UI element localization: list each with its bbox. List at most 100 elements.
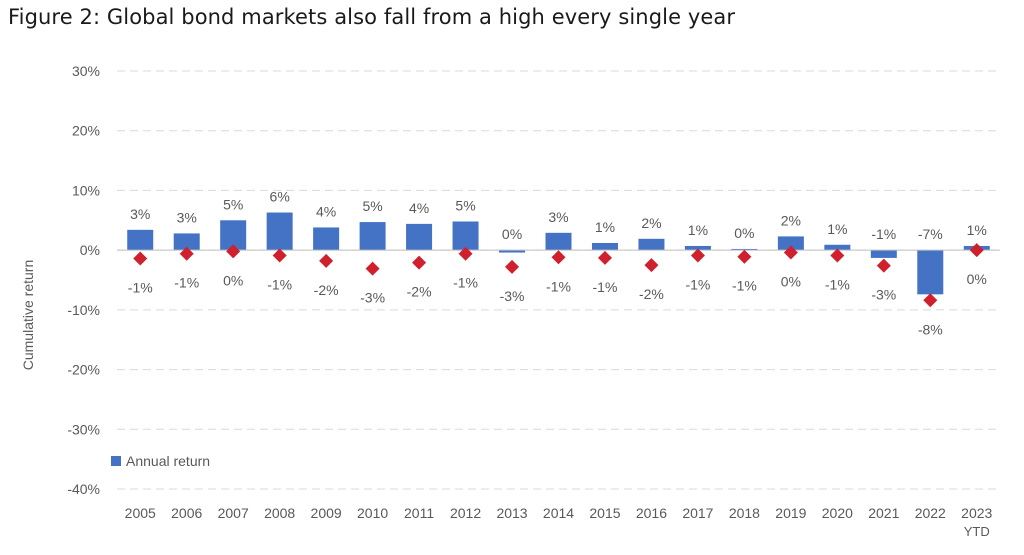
chart-title: Figure 2: Global bond markets also fall … bbox=[8, 5, 736, 29]
bar bbox=[173, 233, 200, 251]
x-tick-label: 2022 bbox=[915, 505, 946, 521]
x-tick-label: 2006 bbox=[171, 505, 202, 521]
marker-point bbox=[133, 251, 148, 266]
x-tick-label: 2010 bbox=[357, 505, 388, 521]
marker-point bbox=[272, 248, 287, 263]
bar-data-label: 4% bbox=[409, 200, 429, 216]
bar bbox=[684, 245, 711, 251]
marker-data-label: -2% bbox=[314, 282, 339, 298]
marker-point bbox=[830, 248, 845, 263]
x-tick-label: 2015 bbox=[589, 505, 620, 521]
marker-data-label: -2% bbox=[407, 284, 432, 300]
x-tick-label: 2018 bbox=[729, 505, 760, 521]
marker-data-label: -1% bbox=[174, 275, 199, 291]
bar-data-label: 2% bbox=[781, 212, 801, 228]
x-tick-label: 2013 bbox=[496, 505, 527, 521]
y-tick-label: -20% bbox=[67, 362, 100, 378]
bar-data-label: 5% bbox=[223, 196, 243, 212]
x-tick-label: 2021 bbox=[868, 505, 899, 521]
bar bbox=[452, 221, 479, 251]
marker-data-label: -3% bbox=[871, 287, 896, 303]
bar-data-label: 4% bbox=[316, 203, 336, 219]
bar bbox=[359, 222, 386, 251]
marker-point bbox=[365, 261, 380, 276]
marker-point bbox=[505, 259, 520, 274]
marker-point bbox=[179, 246, 194, 261]
x-tick-label: 2019 bbox=[775, 505, 806, 521]
bar-data-label: 5% bbox=[362, 198, 382, 214]
marker-data-label: 0% bbox=[223, 272, 243, 288]
x-tick-label: 2005 bbox=[125, 505, 156, 521]
bar bbox=[313, 227, 340, 251]
x-tick-label: 2016 bbox=[636, 505, 667, 521]
y-axis-label: Cumulative return bbox=[20, 260, 36, 371]
marker-data-label: -8% bbox=[918, 321, 943, 337]
x-tick-label: 2020 bbox=[822, 505, 853, 521]
marker-point bbox=[644, 258, 659, 273]
marker-point bbox=[226, 244, 241, 259]
bar-data-label: 6% bbox=[270, 189, 290, 205]
bar-data-label: 0% bbox=[502, 226, 522, 242]
y-tick-label: 0% bbox=[80, 242, 100, 258]
bar bbox=[638, 238, 665, 251]
bar bbox=[731, 248, 758, 251]
marker-data-label: -1% bbox=[267, 277, 292, 293]
bar bbox=[127, 229, 154, 251]
bar-data-label: 1% bbox=[595, 219, 615, 235]
marker-point bbox=[690, 248, 705, 263]
bar bbox=[777, 236, 804, 251]
x-tick-label: 2014 bbox=[543, 505, 574, 521]
bar bbox=[545, 232, 572, 251]
bar-data-label: 3% bbox=[177, 209, 197, 225]
y-tick-label: -30% bbox=[67, 421, 100, 437]
x-tick-sublabel: YTD bbox=[964, 524, 990, 539]
y-tick-label: 20% bbox=[72, 123, 100, 139]
bar bbox=[499, 250, 526, 253]
marker-data-label: -1% bbox=[732, 278, 757, 294]
marker-data-label: -3% bbox=[500, 288, 525, 304]
marker-point bbox=[969, 243, 984, 258]
marker-data-label: -1% bbox=[593, 279, 618, 295]
x-tick-label: 2011 bbox=[404, 505, 434, 521]
marker-point bbox=[737, 249, 752, 264]
bar-data-label: 0% bbox=[734, 225, 754, 241]
legend-label: Annual return bbox=[126, 453, 210, 469]
marker-point bbox=[319, 253, 334, 268]
bar bbox=[406, 223, 433, 251]
x-tick-label: 2012 bbox=[450, 505, 481, 521]
x-tick-label: 2023 bbox=[961, 505, 992, 521]
legend-swatch bbox=[111, 456, 121, 466]
bar-data-label: 2% bbox=[641, 215, 661, 231]
marker-data-label: -2% bbox=[639, 286, 664, 302]
x-tick-label: 2007 bbox=[218, 505, 249, 521]
bar bbox=[870, 250, 897, 258]
marker-data-label: -1% bbox=[546, 278, 571, 294]
bar-data-label: 5% bbox=[455, 197, 475, 213]
y-tick-label: 10% bbox=[72, 182, 100, 198]
y-tick-label: 30% bbox=[72, 63, 100, 79]
marker-data-label: -1% bbox=[128, 280, 153, 296]
bar bbox=[591, 242, 618, 251]
marker-data-label: -3% bbox=[360, 290, 385, 306]
y-tick-label: -10% bbox=[67, 302, 100, 318]
bar-data-label: 1% bbox=[688, 222, 708, 238]
x-tick-label: 2009 bbox=[311, 505, 342, 521]
y-tick-label: -40% bbox=[67, 481, 100, 497]
bar-data-label: 3% bbox=[130, 206, 150, 222]
bar bbox=[824, 244, 851, 251]
marker-data-label: -1% bbox=[453, 275, 478, 291]
marker-point bbox=[458, 246, 473, 261]
marker-data-label: 0% bbox=[967, 271, 987, 287]
bar-data-label: 1% bbox=[827, 221, 847, 237]
marker-point bbox=[551, 250, 566, 265]
bar-data-label: 3% bbox=[548, 209, 568, 225]
marker-point bbox=[783, 245, 798, 260]
marker-point bbox=[876, 258, 891, 273]
marker-point bbox=[923, 293, 938, 308]
bar-data-label: 1% bbox=[967, 222, 987, 238]
bar-data-label: -7% bbox=[918, 226, 943, 242]
marker-point bbox=[597, 250, 612, 265]
bar bbox=[917, 250, 944, 295]
